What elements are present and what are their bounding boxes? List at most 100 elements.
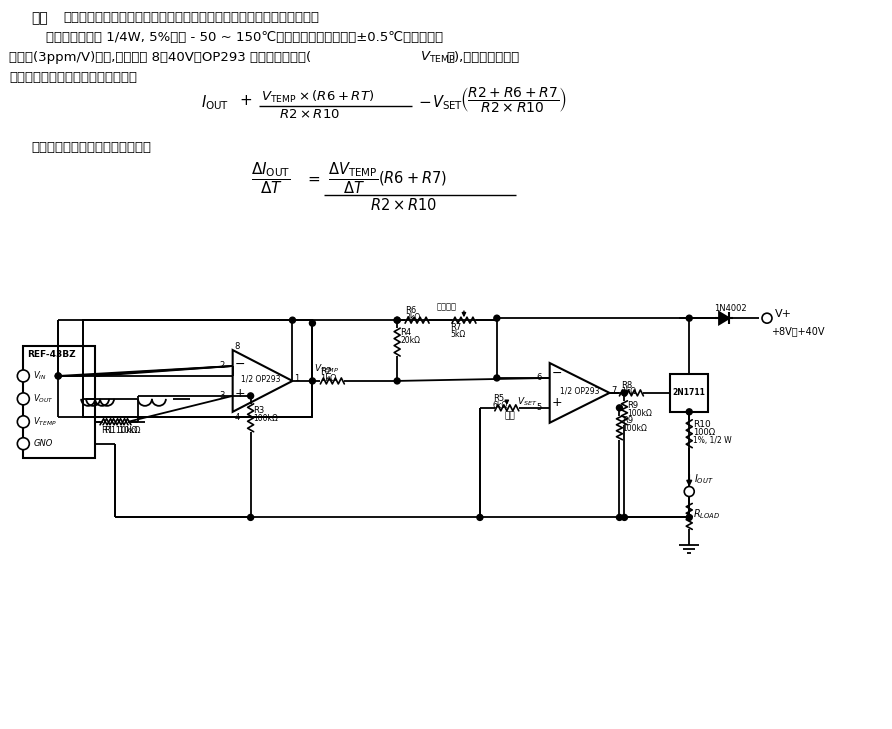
Circle shape bbox=[55, 373, 62, 379]
Text: $V_{\rm TEMP}\times (R6+RT)$: $V_{\rm TEMP}\times (R6+RT)$ bbox=[260, 89, 374, 105]
Text: 100kΩ: 100kΩ bbox=[627, 409, 652, 418]
Text: R1 10kΩ: R1 10kΩ bbox=[102, 426, 137, 434]
Circle shape bbox=[17, 416, 29, 428]
Circle shape bbox=[55, 373, 62, 379]
Text: 7: 7 bbox=[612, 386, 617, 395]
Text: 20kΩ: 20kΩ bbox=[401, 336, 420, 345]
Text: 2N1711: 2N1711 bbox=[673, 389, 706, 397]
Text: GNO: GNO bbox=[33, 439, 53, 448]
Text: +: + bbox=[235, 387, 245, 400]
Text: 1%, 1/2 W: 1%, 1/2 W bbox=[693, 436, 731, 445]
Text: −: − bbox=[551, 367, 562, 380]
Circle shape bbox=[762, 313, 772, 323]
Text: R4: R4 bbox=[401, 328, 411, 337]
Text: REF-43BZ: REF-43BZ bbox=[28, 350, 76, 359]
Circle shape bbox=[310, 320, 316, 326]
Text: $V_{TEMP}$: $V_{TEMP}$ bbox=[33, 416, 57, 428]
Text: 1/2 OP293: 1/2 OP293 bbox=[241, 375, 280, 383]
Text: R9: R9 bbox=[627, 401, 639, 410]
Text: 8: 8 bbox=[235, 342, 240, 351]
Text: ；用于应变传感器、温度传感器制成的医用仪器和内装电池的小型仪器。: ；用于应变传感器、温度传感器制成的医用仪器和内装电池的小型仪器。 bbox=[63, 12, 319, 24]
Text: 调零: 调零 bbox=[505, 412, 516, 421]
Text: 2: 2 bbox=[219, 362, 225, 370]
Text: +: + bbox=[551, 397, 562, 410]
Bar bbox=[83, 320, 312, 417]
Text: 4: 4 bbox=[235, 413, 240, 422]
Text: 量程调节: 量程调节 bbox=[437, 303, 457, 311]
Circle shape bbox=[477, 515, 483, 521]
Text: $-$: $-$ bbox=[418, 93, 431, 108]
Text: 1: 1 bbox=[294, 375, 300, 383]
Text: 输出电流随温度变化的转换公式为: 输出电流随温度变化的转换公式为 bbox=[31, 141, 152, 154]
Text: $R2\times R10$: $R2\times R10$ bbox=[370, 197, 437, 213]
Text: 抑制比(3ppm/V)较好,电源电压 8～40V。OP293 一半用于缓冲器(: 抑制比(3ppm/V)较好,电源电压 8～40V。OP293 一半用于缓冲器( bbox=[9, 51, 311, 64]
Circle shape bbox=[616, 515, 623, 521]
Circle shape bbox=[616, 405, 623, 411]
Circle shape bbox=[686, 315, 692, 321]
Circle shape bbox=[17, 370, 29, 382]
Circle shape bbox=[290, 317, 295, 323]
Text: $V_{\rm TEMP}$: $V_{\rm TEMP}$ bbox=[420, 50, 456, 66]
Text: 脚),另一半稳定输出: 脚),另一半稳定输出 bbox=[446, 51, 519, 64]
Circle shape bbox=[310, 378, 316, 384]
Text: 100Ω: 100Ω bbox=[693, 428, 715, 437]
Text: 4: 4 bbox=[21, 439, 26, 448]
Text: 100kΩ: 100kΩ bbox=[253, 414, 278, 423]
Text: $R2\times R10$: $R2\times R10$ bbox=[278, 108, 340, 121]
Text: R9: R9 bbox=[623, 416, 633, 425]
Circle shape bbox=[248, 515, 253, 521]
Text: 6kΩ: 6kΩ bbox=[493, 401, 508, 410]
Circle shape bbox=[394, 317, 401, 323]
Circle shape bbox=[622, 390, 627, 396]
Text: R2: R2 bbox=[320, 367, 332, 376]
Text: R7: R7 bbox=[450, 323, 461, 332]
Circle shape bbox=[17, 393, 29, 405]
Circle shape bbox=[394, 378, 401, 384]
Polygon shape bbox=[719, 312, 729, 324]
Text: +8V～+40V: +8V～+40V bbox=[771, 326, 824, 336]
Circle shape bbox=[494, 315, 500, 321]
Text: V+: V+ bbox=[775, 309, 792, 319]
Circle shape bbox=[17, 437, 29, 450]
Text: $\dfrac{\Delta I_{\rm OUT}}{\Delta T}$: $\dfrac{\Delta I_{\rm OUT}}{\Delta T}$ bbox=[251, 161, 291, 196]
Text: $R_{LOAD}$: $R_{LOAD}$ bbox=[693, 507, 721, 521]
Text: 1/2 OP293: 1/2 OP293 bbox=[559, 386, 599, 395]
Text: 1N4002: 1N4002 bbox=[714, 304, 747, 313]
Text: 6: 6 bbox=[21, 394, 26, 403]
Text: $\left(\dfrac{R2+R6+R7}{R2\times R10}\right)$: $\left(\dfrac{R2+R6+R7}{R2\times R10}\ri… bbox=[460, 85, 567, 114]
Text: $V_{SET}$: $V_{SET}$ bbox=[516, 396, 537, 408]
Text: 5kΩ: 5kΩ bbox=[450, 330, 466, 339]
Text: $+$: $+$ bbox=[239, 93, 252, 108]
Text: 2: 2 bbox=[21, 372, 26, 381]
Circle shape bbox=[686, 515, 692, 521]
Text: 用途: 用途 bbox=[31, 12, 48, 26]
Circle shape bbox=[684, 486, 694, 496]
Circle shape bbox=[248, 393, 253, 399]
Text: 3kΩ: 3kΩ bbox=[405, 313, 420, 322]
Text: R1 10kΩ: R1 10kΩ bbox=[105, 426, 141, 434]
Text: $V_{OUT}$: $V_{OUT}$ bbox=[33, 393, 54, 405]
Text: $V_{TEMP}$: $V_{TEMP}$ bbox=[314, 363, 340, 375]
Bar bbox=[670, 374, 708, 412]
Circle shape bbox=[394, 317, 401, 323]
Text: $V_{IN}$: $V_{IN}$ bbox=[33, 370, 47, 382]
Circle shape bbox=[686, 409, 692, 415]
Text: $I_{OUT}$: $I_{OUT}$ bbox=[694, 472, 714, 486]
Text: 电路中的电阻为 1/4W, 5%。在 - 50 ~ 150℃范围内的校准精度可达±0.5℃。变送器的: 电路中的电阻为 1/4W, 5%。在 - 50 ~ 150℃范围内的校准精度可达… bbox=[46, 31, 443, 44]
Bar bbox=[23, 346, 95, 458]
Text: 1kΩ: 1kΩ bbox=[320, 374, 337, 383]
Text: 1kΩ: 1kΩ bbox=[622, 387, 637, 396]
Circle shape bbox=[622, 515, 627, 521]
Text: R8: R8 bbox=[622, 381, 632, 390]
Text: 5: 5 bbox=[536, 403, 541, 413]
Text: 3: 3 bbox=[219, 391, 225, 400]
Text: R5: R5 bbox=[493, 394, 504, 403]
Text: $=$: $=$ bbox=[305, 171, 321, 186]
Text: R3: R3 bbox=[253, 406, 265, 415]
Text: 3: 3 bbox=[21, 417, 26, 426]
Text: 电流。在无反相输入时安全电流和为: 电流。在无反相输入时安全电流和为 bbox=[9, 71, 137, 84]
Text: $\dfrac{\Delta V_{\rm TEMP}}{\Delta T}(R6+R7)$: $\dfrac{\Delta V_{\rm TEMP}}{\Delta T}(R… bbox=[328, 161, 448, 196]
Text: 6: 6 bbox=[536, 373, 541, 383]
Text: R10: R10 bbox=[693, 420, 711, 429]
Circle shape bbox=[494, 375, 500, 381]
